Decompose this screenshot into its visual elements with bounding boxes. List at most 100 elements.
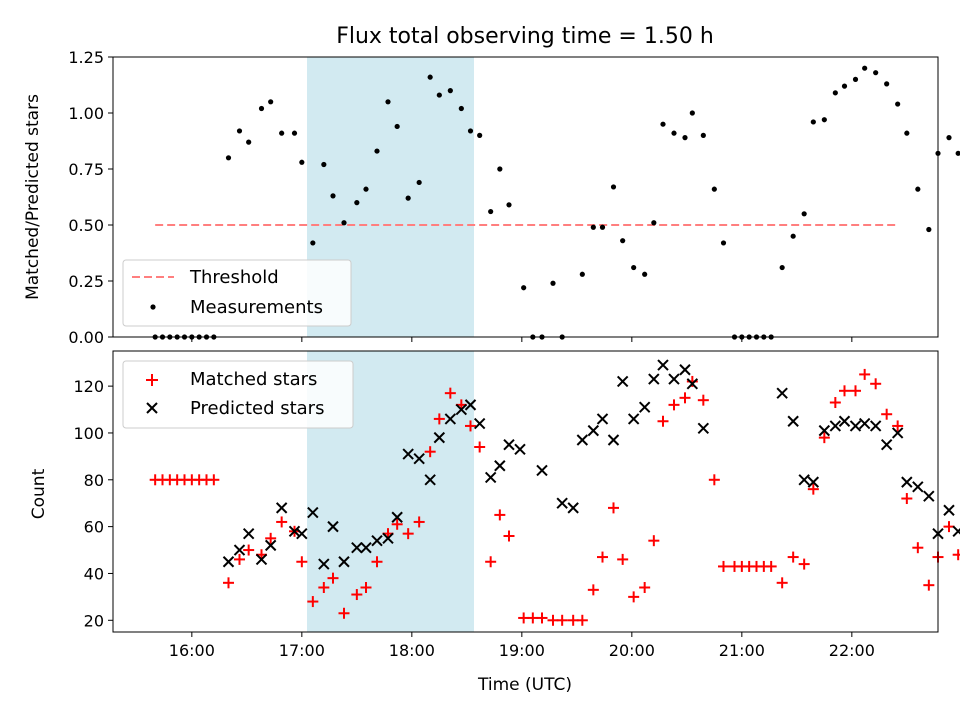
top-y-tick-label: 1.25 xyxy=(68,48,104,67)
predicted-point xyxy=(697,422,710,434)
top-plot-frame xyxy=(112,56,939,338)
predicted-point xyxy=(943,504,955,516)
top-legend-box xyxy=(122,259,352,327)
predicted-point xyxy=(351,541,363,554)
measurement-point xyxy=(821,117,827,123)
measurement-point xyxy=(394,123,400,130)
measurement-point xyxy=(506,202,512,208)
measurement-point xyxy=(895,101,901,107)
predicted-point xyxy=(923,490,935,502)
matched-point xyxy=(697,394,709,406)
x-tick-label: 18:00 xyxy=(389,641,435,660)
predicted-point xyxy=(858,417,871,430)
matched-point xyxy=(494,509,506,521)
measurement-point xyxy=(700,132,706,138)
measurement-point xyxy=(884,81,890,87)
measurement-point xyxy=(862,65,868,71)
top-y-axis-label: Matched/Predicted stars xyxy=(23,94,43,300)
matched-point xyxy=(639,582,651,594)
predicted-point xyxy=(587,424,600,437)
measurement-point xyxy=(832,90,838,96)
predicted-point xyxy=(233,544,246,556)
predicted-point xyxy=(318,558,330,570)
matched-legend-marker xyxy=(146,374,158,386)
matched-point xyxy=(668,399,680,411)
measurement-point xyxy=(279,130,285,136)
measurement-point xyxy=(620,238,626,244)
measurement-point xyxy=(599,224,606,230)
measurement-point xyxy=(904,130,910,136)
measurement-point xyxy=(427,74,433,80)
predicted-point xyxy=(413,453,425,465)
predicted-point xyxy=(222,556,235,568)
measurement-point xyxy=(374,148,380,154)
threshold-legend-label: Threshold xyxy=(189,267,279,288)
measurement-point xyxy=(915,186,921,192)
matched-point xyxy=(234,553,245,565)
measurement-point xyxy=(660,121,666,127)
x-tick-label: 17:00 xyxy=(279,641,325,660)
measurement-point xyxy=(225,155,232,161)
bottom-y-tick-label: 40 xyxy=(84,564,104,583)
predicted-point xyxy=(264,539,277,552)
matched-point xyxy=(360,582,372,594)
matched-point xyxy=(536,612,548,624)
matched-point xyxy=(327,572,339,584)
matched-point xyxy=(503,530,515,542)
matched-point xyxy=(923,579,935,591)
x-tick-label: 21:00 xyxy=(719,641,765,660)
predicted-point xyxy=(484,471,497,484)
matched-point xyxy=(679,392,691,404)
predicted-point xyxy=(360,541,372,554)
measurements-legend-marker xyxy=(150,304,156,310)
predicted-point xyxy=(912,481,924,493)
measurement-point xyxy=(458,105,464,112)
matched-point xyxy=(223,577,234,589)
matched-point xyxy=(798,558,810,570)
predicted-point xyxy=(514,443,526,456)
matched-point xyxy=(708,474,720,486)
matched-legend-label: Matched stars xyxy=(190,369,317,390)
predicted-point xyxy=(503,438,515,451)
measurement-point xyxy=(310,240,316,246)
matched-point xyxy=(881,408,893,420)
measurement-point xyxy=(801,211,807,217)
matched-point xyxy=(338,607,350,619)
measurement-point xyxy=(385,99,391,105)
measurement-point xyxy=(642,271,648,277)
measurement-point xyxy=(467,128,474,134)
bottom-panel: 16:00 17:00 18:00 19:00 20:00 21:00 22:00 20 40 6… xyxy=(29,350,960,695)
measurement-point xyxy=(689,110,695,116)
predicted-point xyxy=(596,413,609,425)
predicted-point xyxy=(798,474,810,486)
measurement-point xyxy=(521,285,527,291)
predicted-point xyxy=(464,399,477,411)
matched-point xyxy=(807,483,819,495)
matched-point xyxy=(829,397,841,409)
x-tick-label: 16:00 xyxy=(169,641,215,660)
top-y-tick-label: 0.00 xyxy=(68,328,104,347)
measurement-point xyxy=(682,135,688,141)
predicted-point xyxy=(296,527,308,540)
measurement-point xyxy=(579,271,585,277)
matched-point xyxy=(444,387,456,399)
matched-point xyxy=(424,446,436,458)
bottom-y-axis-label: Count xyxy=(29,468,49,519)
predicted-point xyxy=(473,417,486,430)
measurement-point xyxy=(946,135,952,141)
measurement-point xyxy=(447,88,453,94)
measurement-point xyxy=(246,139,252,145)
x-axis-label: Time (UTC) xyxy=(477,675,572,695)
measurement-point xyxy=(631,264,637,271)
measurement-point xyxy=(651,220,657,226)
matched-point xyxy=(608,502,619,514)
matched-point xyxy=(818,432,830,444)
predicted-point xyxy=(668,373,680,385)
measurement-point xyxy=(354,200,360,206)
matched-point xyxy=(208,474,220,486)
x-tick-label: 20:00 xyxy=(609,641,655,660)
bottom-y-tick-label: 60 xyxy=(84,518,104,537)
bottom-plot-frame xyxy=(112,350,939,633)
top-legend: Threshold Measurements xyxy=(122,259,352,327)
predicted-point xyxy=(402,448,414,460)
